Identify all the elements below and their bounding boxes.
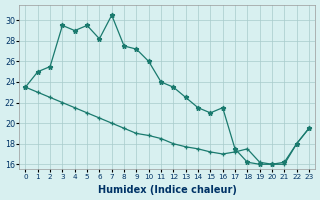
X-axis label: Humidex (Indice chaleur): Humidex (Indice chaleur) [98, 185, 237, 195]
